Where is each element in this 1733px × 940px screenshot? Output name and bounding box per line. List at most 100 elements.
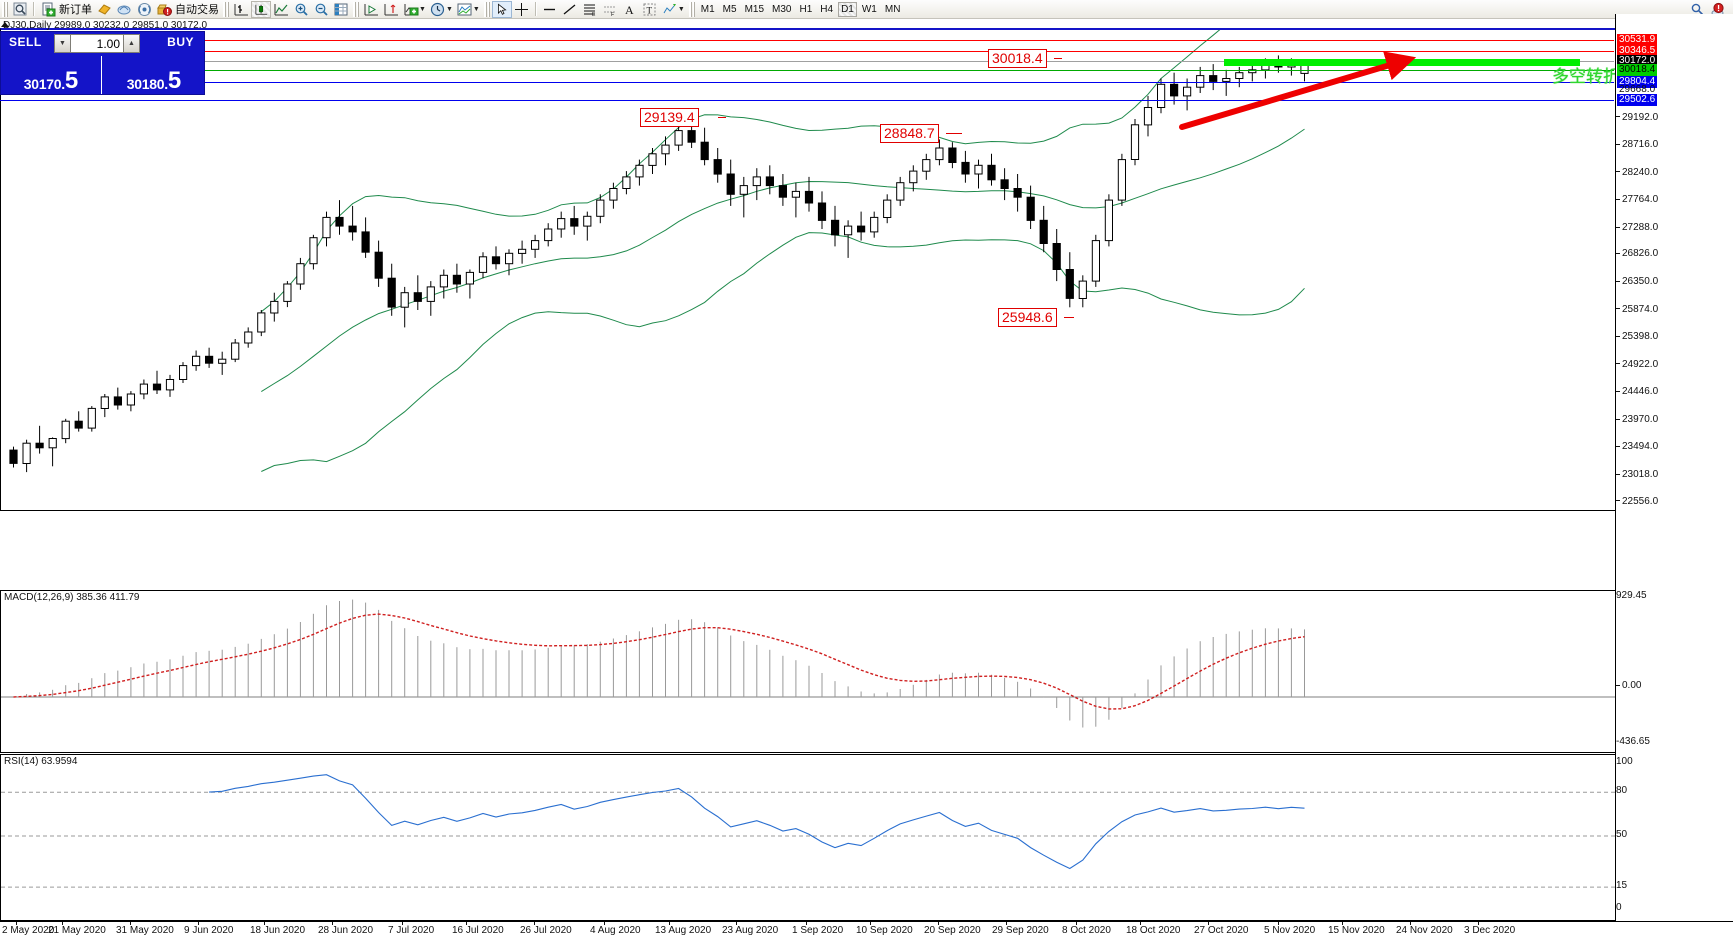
resistance-zone-marker[interactable] (1224, 59, 1580, 66)
date-axis-label: 26 Jul 2020 (520, 925, 572, 936)
price-axis[interactable]: 29192.0 28716.0 28240.0 27764.0 27288.0 26826… (1615, 14, 1733, 920)
chevron-down-icon-volume: ▼ (59, 40, 66, 47)
channel-icon[interactable]: F (600, 1, 620, 18)
candle-body (218, 358, 227, 364)
signals-icon[interactable] (134, 1, 154, 18)
chart-shift-icon[interactable] (381, 1, 401, 18)
timeframe-button-m15[interactable]: M15 (744, 3, 765, 15)
candle-body (817, 202, 827, 221)
price-annotation-box[interactable]: 28848.7 (880, 124, 939, 143)
text-label-icon[interactable]: T (640, 1, 660, 18)
sell-price-button[interactable]: 30170 . 5 (1, 56, 101, 94)
toolbar-grip-5[interactable] (688, 1, 695, 17)
date-axis-tick (332, 922, 333, 925)
zoom-out-icon[interactable] (311, 1, 331, 18)
shapes-icon[interactable] (660, 1, 680, 18)
date-axis[interactable]: 2 May 2020 21 May 2020 31 May 2020 9 Jun 20… (0, 921, 1733, 940)
candle-body (465, 271, 474, 285)
chevron-down-icon-indicators[interactable]: ▼ (419, 5, 426, 13)
chevron-down-icon-templates[interactable]: ▼ (472, 5, 480, 13)
rsi-indicator-pane[interactable]: RSI(14) 63.9594 (0, 754, 1616, 921)
price-annotation-box[interactable]: 29139.4 (640, 108, 699, 127)
price-level-badge[interactable]: 30018.4 (1617, 63, 1658, 76)
candle-body (622, 176, 631, 189)
horizontal-line-icon[interactable] (540, 1, 560, 18)
chevron-down-icon-shapes[interactable]: ▼ (677, 5, 685, 13)
indicators-add-icon[interactable] (401, 1, 421, 18)
volume-input[interactable]: 1.00 (71, 34, 123, 53)
price-annotation-box[interactable]: 25948.6 (998, 308, 1057, 327)
new-order-icon[interactable] (38, 1, 58, 18)
periods-clock-icon[interactable] (428, 1, 448, 18)
candle-body (1130, 124, 1140, 161)
one-click-trading-panel[interactable]: SELL ▼ 1.00 ▲ BUY 30170 . 5 30180 . (0, 31, 205, 95)
toolbar-grip[interactable] (2, 1, 8, 17)
crosshair-icon[interactable] (512, 1, 532, 18)
toolbar-grip-3[interactable] (353, 1, 359, 17)
date-axis-tick (16, 922, 17, 925)
zoom-magnifier-icon[interactable] (10, 1, 30, 18)
timeframe-button-d1[interactable]: D1 (838, 1, 857, 17)
line-chart-icon[interactable] (271, 1, 291, 18)
candle-body (909, 170, 918, 184)
text-icon[interactable]: A (620, 1, 640, 18)
search-icon[interactable] (1687, 1, 1707, 18)
templates-icon[interactable] (455, 1, 475, 18)
main-toolbar: 新订单 自动交易 (0, 0, 1733, 19)
auto-scroll-icon[interactable] (361, 1, 381, 18)
price-axis-tick: 25874.0 (1616, 304, 1658, 315)
price-chart-canvas (9, 30, 1309, 473)
candle-body (413, 292, 422, 302)
data-grid-icon[interactable] (331, 1, 351, 18)
timeframe-button-m5[interactable]: M5 (722, 3, 737, 15)
price-level-badge[interactable]: 29668.0 (1617, 84, 1657, 96)
price-level-badge[interactable]: 30346.5 (1617, 44, 1658, 57)
timeframe-button-m1[interactable]: M1 (700, 3, 715, 15)
price-level-badge[interactable]: 29502.6 (1617, 93, 1658, 106)
new-order-label[interactable]: 新订单 (59, 4, 92, 16)
price-level-badge[interactable]: 30531.9 (1617, 33, 1658, 46)
timeframe-button-h1[interactable]: H1 (799, 3, 813, 15)
chevron-down-icon-periods[interactable]: ▼ (445, 5, 453, 13)
timeframe-button-w1[interactable]: W1 (861, 3, 877, 15)
buy-button-label[interactable]: BUY (167, 35, 194, 49)
timeframe-button-m30[interactable]: M30 (772, 3, 792, 15)
volume-decrease-button[interactable]: ▼ (54, 34, 71, 53)
volume-increase-button[interactable]: ▲ (123, 34, 140, 53)
price-level-line[interactable] (0, 69, 1614, 71)
timeframe-button-mn[interactable]: MN (884, 3, 901, 15)
trendline-icon[interactable] (560, 1, 580, 18)
date-axis-tick (1140, 922, 1141, 925)
price-level-value: 30018.4 (1619, 63, 1656, 75)
price-level-line[interactable] (0, 39, 1614, 41)
autotrading-label[interactable]: 自动交易 (175, 4, 219, 16)
candle-body (961, 161, 970, 175)
fibonacci-icon[interactable]: E (580, 1, 600, 18)
toolbar-grip-4[interactable] (483, 1, 490, 17)
sell-button-label[interactable]: SELL (9, 35, 42, 49)
candle-body (778, 185, 787, 198)
navigator-icon[interactable] (114, 1, 134, 18)
volume-stepper[interactable]: ▼ 1.00 ▲ (54, 34, 140, 53)
candle-body (609, 188, 618, 201)
date-axis-tick (1278, 922, 1279, 925)
candlestick-chart-icon[interactable] (251, 0, 271, 18)
price-annotation-box[interactable]: 30018.4 (988, 49, 1047, 68)
bollinger-middle-band (261, 128, 1305, 393)
price-level-line[interactable] (0, 50, 1614, 52)
toolbar-grip-2[interactable] (223, 1, 229, 17)
price-level-line[interactable] (0, 99, 1614, 101)
date-axis-label: 31 May 2020 (116, 925, 174, 936)
zoom-in-icon[interactable] (291, 1, 311, 18)
price-level-badge[interactable]: 29804.4 (1617, 76, 1658, 89)
macd-indicator-pane[interactable]: MACD(12,26,9) 385.36 411.79 (0, 590, 1616, 753)
date-axis-tick (669, 922, 670, 925)
bar-chart-icon[interactable] (231, 1, 251, 18)
price-level-line[interactable] (0, 82, 1614, 84)
data-window-icon[interactable] (94, 1, 114, 18)
cursor-icon[interactable] (491, 0, 512, 18)
buy-price-button[interactable]: 30180 . 5 (104, 56, 204, 94)
timeframe-button-h4[interactable]: H4 (820, 3, 834, 15)
candle-body (557, 218, 566, 230)
autotrading-icon[interactable] (154, 1, 174, 18)
